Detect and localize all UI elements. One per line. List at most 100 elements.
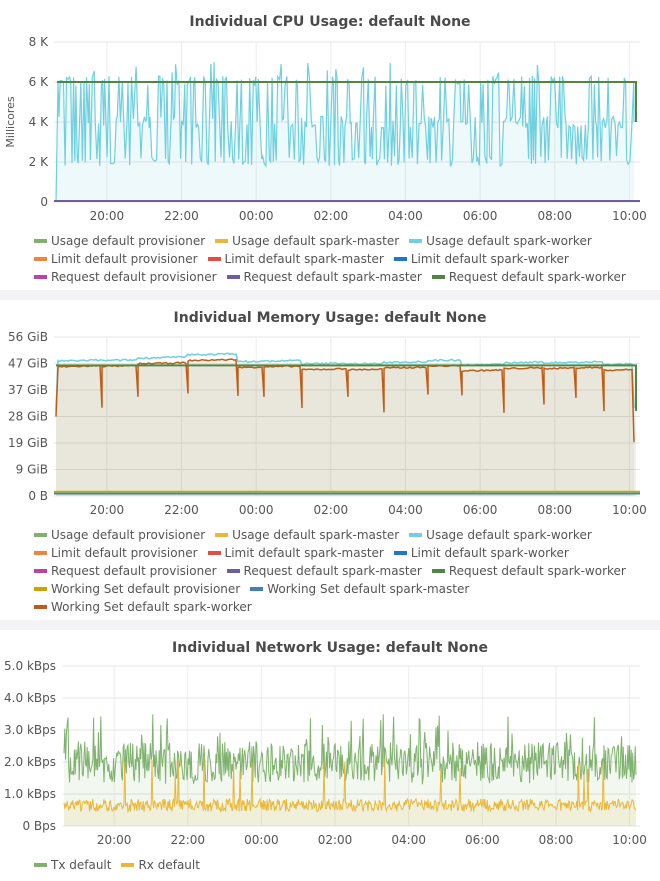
legend-label: Usage default provisioner <box>51 528 206 542</box>
legend-swatch <box>409 532 423 537</box>
memory-working-set-area <box>56 359 634 496</box>
legend-item[interactable]: Usage default spark-master <box>215 526 399 544</box>
x-tick-label: 20:00 <box>90 503 125 517</box>
y-tick-label: 6 K <box>29 75 49 89</box>
y-tick-label: 0 B <box>28 489 48 503</box>
y-tick-label: 2.0 kBps <box>4 755 56 769</box>
legend-label: Limit default spark-master <box>224 252 384 266</box>
legend-swatch <box>34 238 47 243</box>
legend-label: Limit default provisioner <box>51 546 198 560</box>
legend-swatch <box>34 532 47 537</box>
legend-item[interactable]: Rx default <box>121 856 200 874</box>
x-tick-label: 00:00 <box>244 833 279 847</box>
legend-item[interactable]: Limit default spark-master <box>207 250 384 268</box>
legend-item[interactable]: Request default provisioner <box>34 562 217 580</box>
memory-legend: Usage default provisioner Usage default s… <box>34 526 654 616</box>
legend-item[interactable]: Working Set default spark-master <box>250 580 469 598</box>
legend-item[interactable]: Working Set default provisioner <box>34 580 240 598</box>
cpu-legend: Usage default provisioner Usage default s… <box>34 232 654 286</box>
legend-label: Limit default spark-master <box>224 546 384 560</box>
memory-panel: Individual Memory Usage: default None 0 … <box>0 300 660 620</box>
network-tx-line <box>63 714 637 785</box>
legend-item[interactable]: Request default spark-worker <box>431 562 626 580</box>
legend-item[interactable]: Usage default spark-worker <box>409 232 592 250</box>
memory-request-area <box>56 365 636 496</box>
y-tick-label: 28 GiB <box>8 410 48 424</box>
x-tick-label: 20:00 <box>97 833 132 847</box>
y-tick-label: 0 <box>40 195 48 209</box>
legend-item[interactable]: Request default provisioner <box>34 268 217 286</box>
y-tick-label: 9 GiB <box>16 463 48 477</box>
memory-spark-worker-working-set-line <box>55 358 635 443</box>
legend-swatch <box>393 550 407 555</box>
legend-item[interactable]: Limit default spark-master <box>207 544 384 562</box>
x-tick-label: 22:00 <box>164 503 199 517</box>
legend-label: Limit default spark-worker <box>410 546 569 560</box>
legend-item[interactable]: Limit default spark-worker <box>393 250 569 268</box>
legend-swatch <box>250 586 264 591</box>
legend-swatch <box>121 862 135 867</box>
legend-item[interactable]: Usage default spark-worker <box>409 526 592 544</box>
legend-item[interactable]: Usage default provisioner <box>34 232 205 250</box>
legend-item[interactable]: Limit default provisioner <box>34 250 198 268</box>
legend-swatch <box>226 568 240 573</box>
legend-swatch <box>431 274 445 279</box>
y-tick-label: 4.0 kBps <box>4 691 56 705</box>
legend-label: Request default spark-worker <box>448 270 626 284</box>
x-tick-label: 10:00 <box>612 209 647 223</box>
y-tick-label: 1.0 kBps <box>4 787 56 801</box>
legend-label: Working Set default spark-worker <box>51 600 252 614</box>
legend-label: Working Set default spark-master <box>267 582 470 596</box>
y-tick-label: 3.0 kBps <box>4 723 56 737</box>
y-tick-label: 19 GiB <box>8 436 48 450</box>
legend-label: Limit default spark-worker <box>410 252 569 266</box>
x-tick-label: 08:00 <box>537 209 572 223</box>
legend-label: Usage default spark-master <box>232 528 400 542</box>
x-tick-label: 06:00 <box>463 209 498 223</box>
legend-swatch <box>34 862 47 867</box>
legend-item[interactable]: Request default spark-master <box>226 562 422 580</box>
x-tick-label: 10:00 <box>612 503 647 517</box>
legend-item[interactable]: Limit default spark-worker <box>393 544 569 562</box>
x-tick-label: 00:00 <box>239 503 274 517</box>
legend-swatch <box>215 532 229 537</box>
y-tick-label: 5.0 kBps <box>4 659 56 673</box>
network-chart: 0 Bps 1.0 kBps 2.0 kBps 3.0 kBps 4.0 kBps 5.0… <box>4 659 647 847</box>
x-tick-label: 00:00 <box>239 209 274 223</box>
legend-swatch <box>226 274 240 279</box>
legend-item[interactable]: Request default spark-worker <box>431 268 626 286</box>
x-tick-label: 22:00 <box>170 833 205 847</box>
legend-label: Request default provisioner <box>51 270 217 284</box>
y-tick-label: 37 GiB <box>8 383 48 397</box>
x-tick-label: 06:00 <box>465 833 500 847</box>
y-tick-label: 2 K <box>29 155 49 169</box>
legend-item[interactable]: Usage default spark-master <box>215 232 399 250</box>
x-tick-label: 06:00 <box>463 503 498 517</box>
legend-swatch <box>207 550 221 555</box>
x-tick-label: 10:00 <box>612 833 647 847</box>
legend-swatch <box>393 256 407 261</box>
legend-swatch <box>431 568 445 573</box>
legend-item[interactable]: Tx default <box>34 856 111 874</box>
legend-label: Working Set default provisioner <box>51 582 241 596</box>
legend-swatch <box>34 586 47 591</box>
memory-panel-title: Individual Memory Usage: default None <box>173 310 487 326</box>
legend-label: Tx default <box>51 858 112 872</box>
x-tick-label: 02:00 <box>318 833 353 847</box>
legend-item[interactable]: Limit default provisioner <box>34 544 198 562</box>
cpu-chart: 0 2 K 4 K 6 K 8 K 20:00 22:00 00:00 02:00 04:00 06… <box>4 35 647 223</box>
legend-label: Request default spark-worker <box>448 564 626 578</box>
legend-label: Usage default spark-worker <box>426 528 592 542</box>
network-panel-title: Individual Network Usage: default None <box>172 640 488 656</box>
x-tick-label: 04:00 <box>391 833 426 847</box>
legend-label: Usage default provisioner <box>51 234 206 248</box>
x-tick-label: 02:00 <box>314 503 349 517</box>
legend-item[interactable]: Working Set default spark-worker <box>34 598 252 616</box>
legend-item[interactable]: Request default spark-master <box>226 268 422 286</box>
network-legend: Tx default Rx default <box>34 856 654 874</box>
legend-swatch <box>34 550 47 555</box>
y-tick-label: 4 K <box>29 115 49 129</box>
memory-spark-worker-usage-line <box>55 352 635 411</box>
legend-item[interactable]: Usage default provisioner <box>34 526 205 544</box>
x-tick-label: 20:00 <box>90 209 125 223</box>
